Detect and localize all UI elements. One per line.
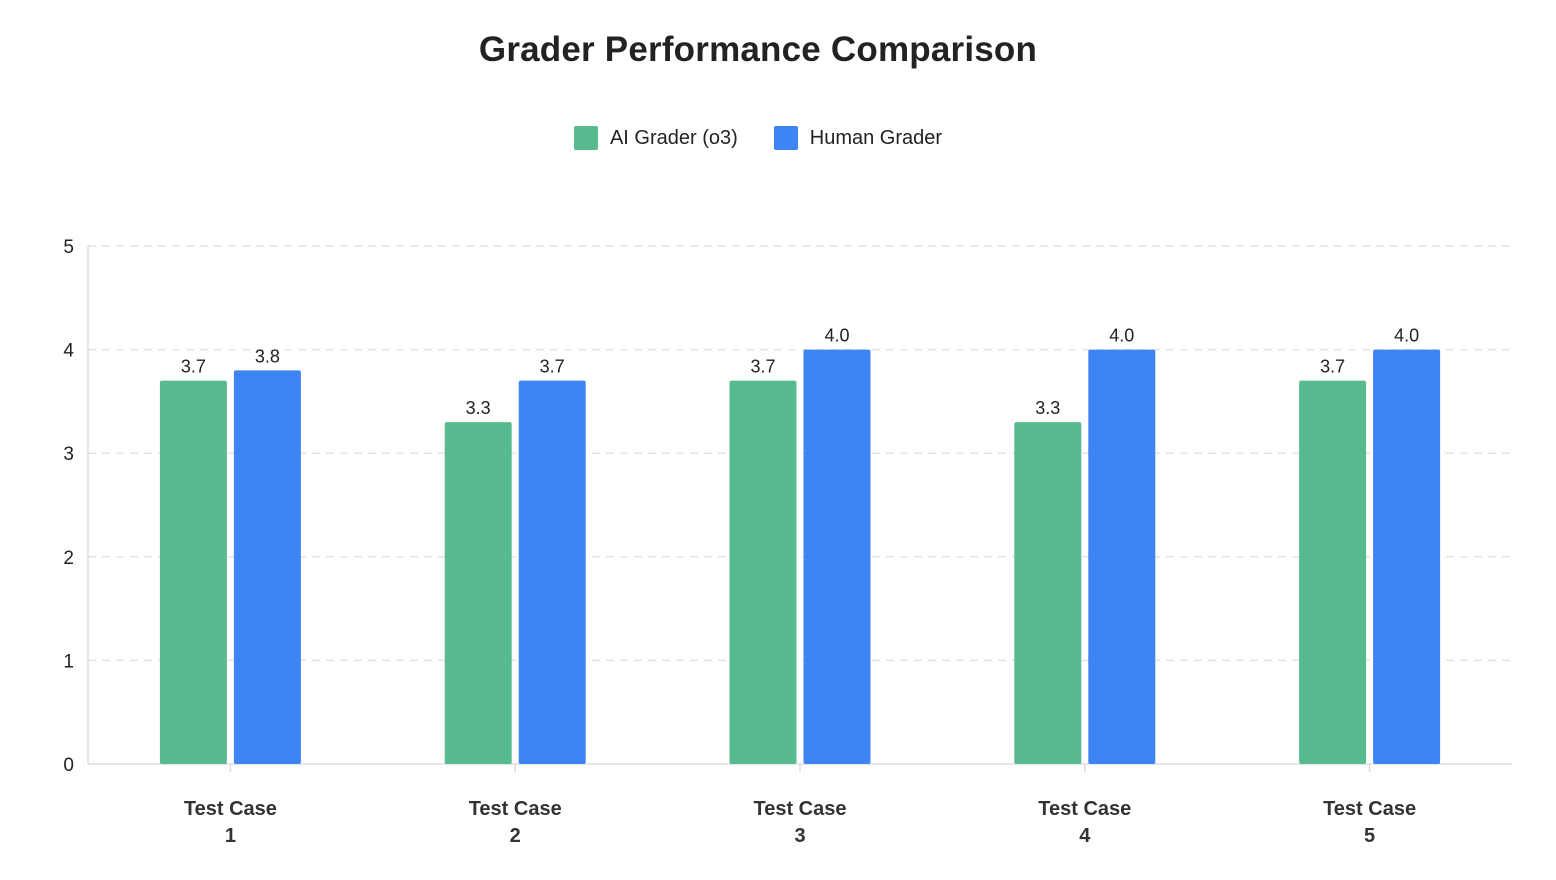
data-label: 3.3 [466,398,491,418]
x-tick-label: 2 [510,825,521,847]
data-label: 3.7 [750,357,775,377]
x-tick-label: Test Case [184,798,277,820]
bar [518,380,586,764]
data-label: 3.7 [181,357,206,377]
data-label: 4.0 [824,326,849,346]
bar [444,422,512,764]
y-tick-label: 4 [63,341,74,362]
y-tick-label: 0 [63,755,74,776]
x-tick-label: 5 [1364,825,1375,847]
legend-label-human-grader: Human Grader [809,126,943,149]
x-tick-label: 3 [794,825,805,847]
bar [803,349,871,764]
bar [159,380,227,764]
legend-item-ai-grader[interactable]: AI Grader (o3) [573,126,738,150]
data-label: 4.0 [1109,326,1134,346]
legend-swatch-ai-grader [573,126,598,150]
y-tick-label: 1 [63,651,74,672]
bar [1373,349,1441,764]
data-label: 3.3 [1035,398,1060,418]
data-label: 3.8 [255,346,280,366]
legend-label-ai-grader: AI Grader (o3) [609,126,738,149]
chart-title: Grader Performance Comparison [478,30,1038,69]
x-tick-label: Test Case [1323,798,1416,820]
y-tick-label: 5 [63,237,74,258]
x-tick-label: 1 [225,825,236,847]
data-label: 3.7 [540,357,565,377]
x-tick-label: Test Case [469,798,562,820]
y-tick-label: 3 [63,444,74,465]
x-tick-label: 4 [1079,825,1091,847]
x-tick-label: Test Case [753,798,846,820]
bar [233,370,301,764]
x-tick-label: Test Case [1038,798,1131,820]
legend: AI Grader (o3) Human Grader [0,126,1516,150]
y-tick-label: 2 [63,548,74,569]
bar [729,380,797,764]
data-label: 4.0 [1394,326,1419,346]
legend-swatch-human-grader [773,126,798,150]
legend-item-human-grader[interactable]: Human Grader [773,126,943,150]
data-label: 3.7 [1320,357,1345,377]
bar [1088,349,1156,764]
bar [1299,380,1367,764]
bar [1014,422,1082,764]
